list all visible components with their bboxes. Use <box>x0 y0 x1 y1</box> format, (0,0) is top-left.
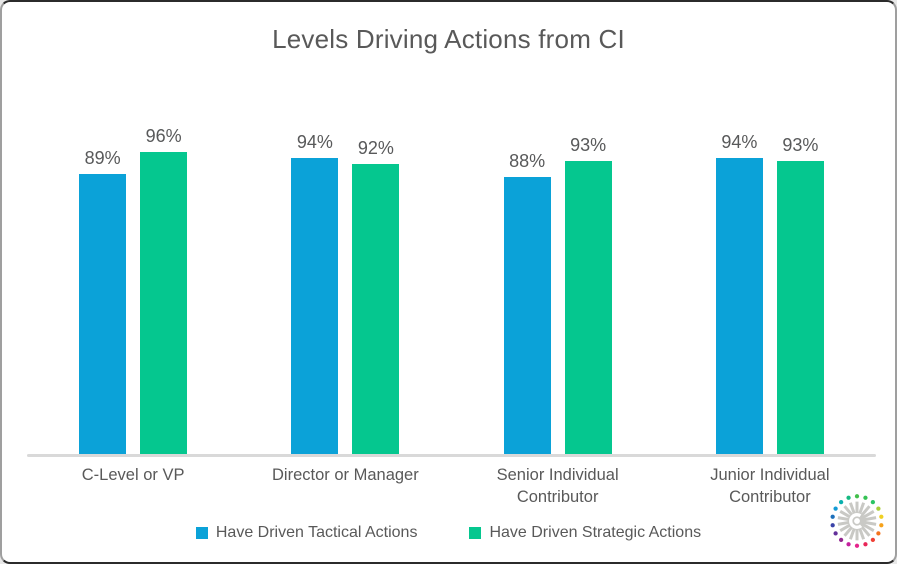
plot-area: 89% 96% 94% 92% 88% 93% 94% 93% <box>27 126 876 455</box>
bar-group: 94% 93% <box>664 132 876 455</box>
category-label: Junior Individual Contributor <box>710 466 830 506</box>
data-label: 94% <box>296 131 333 152</box>
bar <box>140 151 188 455</box>
data-label: 93% <box>782 135 819 156</box>
crayon-starburst-logo-icon <box>830 494 884 548</box>
bar-with-label: 94% <box>291 131 339 455</box>
bar-with-label: 88% <box>503 150 551 455</box>
bar-with-label: 96% <box>140 125 188 455</box>
data-label: 93% <box>570 135 607 156</box>
bar-group: 89% 96% <box>27 126 239 455</box>
bar-with-label: 92% <box>352 138 400 455</box>
data-label: 88% <box>509 150 546 171</box>
chart-title: Levels Driving Actions from CI <box>272 24 625 54</box>
bar <box>352 164 400 455</box>
data-label: 89% <box>84 147 121 168</box>
bar <box>291 157 339 455</box>
category-axis-labels: C-Level or VP Director or Manager Senior I… <box>27 465 876 509</box>
data-label: 92% <box>357 138 394 159</box>
category-label: C-Level or VP <box>81 466 185 484</box>
bar <box>503 176 551 455</box>
bar-group: 94% 92% <box>239 132 451 455</box>
bar <box>715 157 763 455</box>
bar <box>564 161 612 455</box>
bar-with-label: 89% <box>79 147 127 455</box>
category-label: Director or Manager <box>272 466 419 484</box>
bar-with-label: 94% <box>715 131 763 455</box>
legend-label: Have Driven Strategic Actions <box>489 524 702 541</box>
bar <box>79 173 127 455</box>
bar-with-label: 93% <box>776 135 824 455</box>
category-label: Senior Individual Contributor <box>496 466 619 506</box>
legend-entry: Have Driven Strategic Actions <box>469 524 701 542</box>
legend-swatch-icon <box>195 527 208 539</box>
bar-with-label: 93% <box>564 135 612 455</box>
legend: Have Driven Tactical Actions Have Driven … <box>2 524 895 542</box>
legend-label: Have Driven Tactical Actions <box>215 524 418 541</box>
data-label: 96% <box>145 125 182 146</box>
x-axis-line <box>27 454 876 457</box>
legend-entry: Have Driven Tactical Actions <box>195 524 418 542</box>
bar-group: 88% 93% <box>452 135 664 455</box>
legend-swatch-icon <box>469 527 482 539</box>
bar <box>776 161 824 455</box>
data-label: 94% <box>721 131 758 152</box>
